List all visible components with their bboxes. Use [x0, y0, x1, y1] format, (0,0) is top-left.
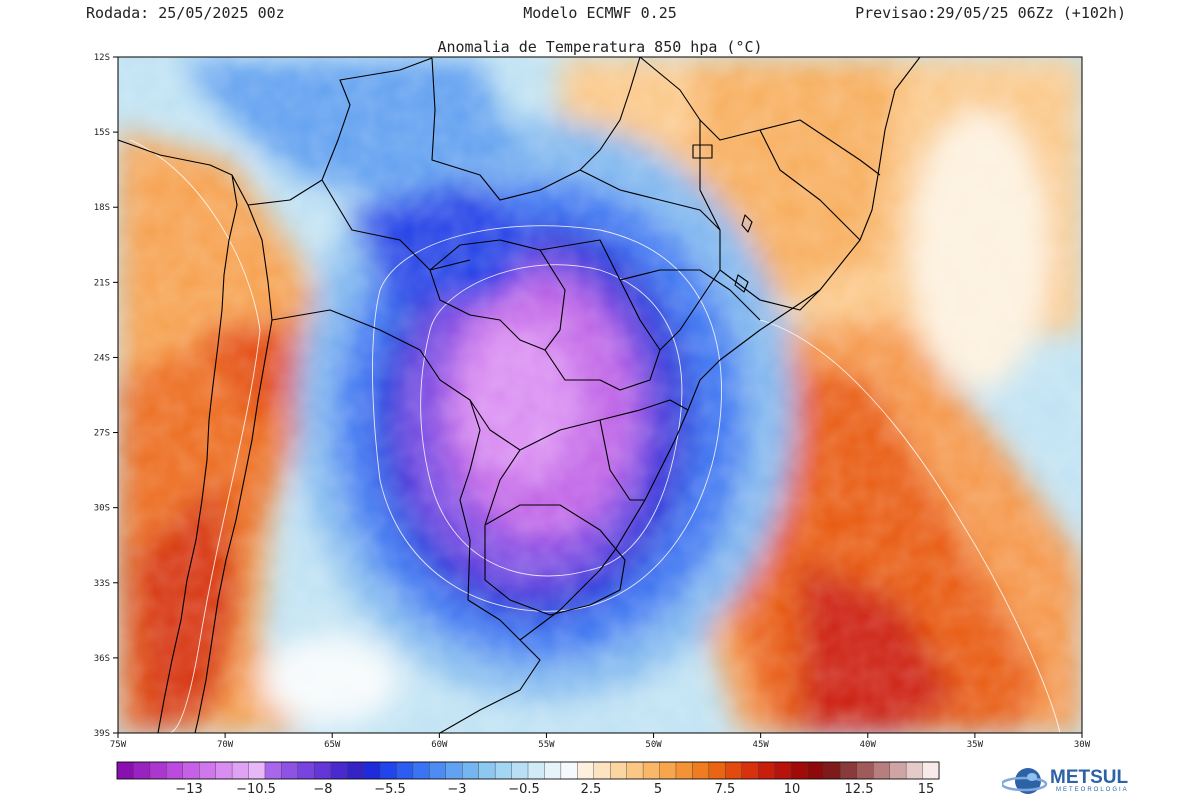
colorbar-label: −3 [447, 782, 466, 797]
forecast-label: Previsao:29/05/25 06Zz (+102h) [855, 4, 1126, 22]
colorbar-swatch [166, 761, 184, 780]
map-frame [117, 56, 1083, 734]
colorbar-label: −5.5 [374, 782, 406, 797]
lat-tick-label: 21S [94, 278, 110, 288]
colorbar-swatch [741, 761, 759, 780]
colorbar-swatch [116, 761, 134, 780]
logo-name: METSUL [1050, 767, 1129, 788]
lat-tick-label: 36S [94, 654, 110, 664]
lon-tick-label: 40W [860, 740, 877, 750]
colorbar-swatch [560, 761, 578, 780]
colorbar-swatch [593, 761, 611, 780]
colorbar-swatch [264, 761, 282, 780]
lat-tick-label: 15S [94, 128, 110, 138]
colorbar-swatch [346, 761, 365, 780]
colorbar-swatch [626, 761, 644, 780]
lon-tick-label: 75W [110, 740, 127, 750]
colorbar-swatch [823, 761, 841, 780]
colorbar-swatch [445, 761, 463, 780]
lat-tick-label: 24S [94, 353, 110, 363]
colorbar-label: 15 [918, 782, 935, 797]
lat-tick-label: 30S [94, 504, 110, 514]
colorbar-swatch [231, 761, 249, 780]
colorbar-swatch [675, 761, 693, 780]
colorbar-swatch [757, 761, 775, 780]
colorbar-swatch [856, 761, 874, 780]
colorbar: −13 −10.5 −8 −5.5 −3 −0.5 2.5 5 7.5 10 12.5 15 [116, 761, 940, 797]
logo-subtitle: METEOROLOGIA [1056, 787, 1129, 793]
colorbar-swatch [905, 761, 923, 780]
colorbar-swatch [708, 761, 726, 780]
latitude-axis: 12S 15S 18S 21S 24S 27S 30S 33S 36S 39S [94, 53, 118, 739]
run-date-label: Rodada: 25/05/2025 00z [86, 4, 285, 22]
lon-tick-label: 70W [217, 740, 234, 750]
colorbar-swatch [281, 761, 299, 780]
colorbar-swatch [577, 761, 595, 780]
colorbar-swatch [511, 761, 529, 780]
colorbar-swatch [297, 761, 315, 780]
colorbar-label: 5 [654, 782, 662, 797]
colorbar-swatch [429, 761, 447, 780]
colorbar-label: 10 [784, 782, 801, 797]
colorbar-swatch [363, 761, 381, 780]
colorbar-swatch [922, 761, 940, 780]
anomaly-field [118, 57, 1082, 733]
colorbar-label: 2.5 [581, 782, 602, 797]
lon-tick-label: 45W [753, 740, 770, 750]
colorbar-swatch [396, 761, 414, 780]
lat-tick-label: 12S [94, 53, 110, 63]
colorbar-swatch [478, 761, 496, 780]
colorbar-swatch [807, 761, 825, 780]
lon-tick-label: 60W [431, 740, 448, 750]
colorbar-label: −10.5 [236, 782, 276, 797]
colorbar-swatch [725, 761, 743, 780]
colorbar-label: −8 [313, 782, 332, 797]
colorbar-swatch [379, 761, 397, 780]
colorbar-swatch [149, 761, 167, 780]
metsul-logo: METSUL METEOROLOGIA [1002, 764, 1132, 798]
colorbar-swatch [840, 761, 858, 780]
map-title: Anomalia de Temperatura 850 hpa (°C) [437, 38, 763, 56]
colorbar-swatch [610, 761, 628, 780]
colorbar-label: −13 [175, 782, 202, 797]
colorbar-label: 7.5 [715, 782, 736, 797]
borders [118, 57, 921, 733]
colorbar-swatch [133, 761, 151, 780]
lat-tick-label: 18S [94, 203, 110, 213]
colorbar-swatch [659, 761, 677, 780]
colorbar-swatch [873, 761, 891, 780]
lat-tick-label: 33S [94, 579, 110, 589]
colorbar-swatch [642, 761, 660, 780]
lon-tick-label: 55W [538, 740, 555, 750]
lon-tick-label: 35W [967, 740, 984, 750]
colorbar-swatch [692, 761, 710, 780]
colorbar-swatch [215, 761, 233, 780]
colorbar-swatch [889, 761, 907, 780]
colorbar-label: −0.5 [508, 782, 540, 797]
colorbar-swatch [248, 761, 266, 780]
lon-tick-label: 30W [1074, 740, 1091, 750]
lat-tick-label: 39S [94, 729, 110, 739]
lat-tick-label: 27S [94, 429, 110, 439]
colorbar-swatch [544, 761, 562, 780]
colorbar-swatch [462, 761, 480, 780]
colorbar-swatch [198, 761, 217, 780]
model-label: Modelo ECMWF 0.25 [523, 4, 677, 22]
colorbar-swatch [314, 761, 332, 780]
colorbar-swatch [527, 761, 545, 780]
colorbar-swatch [412, 761, 430, 780]
colorbar-swatch [182, 761, 200, 780]
lon-tick-label: 50W [645, 740, 662, 750]
lon-tick-label: 65W [324, 740, 341, 750]
longitude-axis: 75W 70W 65W 60W 55W 50W 45W 40W 35W 30W [110, 733, 1091, 750]
colorbar-swatch [774, 761, 792, 780]
colorbar-swatch [790, 761, 808, 780]
colorbar-label: 12.5 [845, 782, 874, 797]
colorbar-swatch [494, 761, 512, 780]
globe-icon [1002, 768, 1048, 794]
colorbar-swatch [330, 761, 348, 780]
